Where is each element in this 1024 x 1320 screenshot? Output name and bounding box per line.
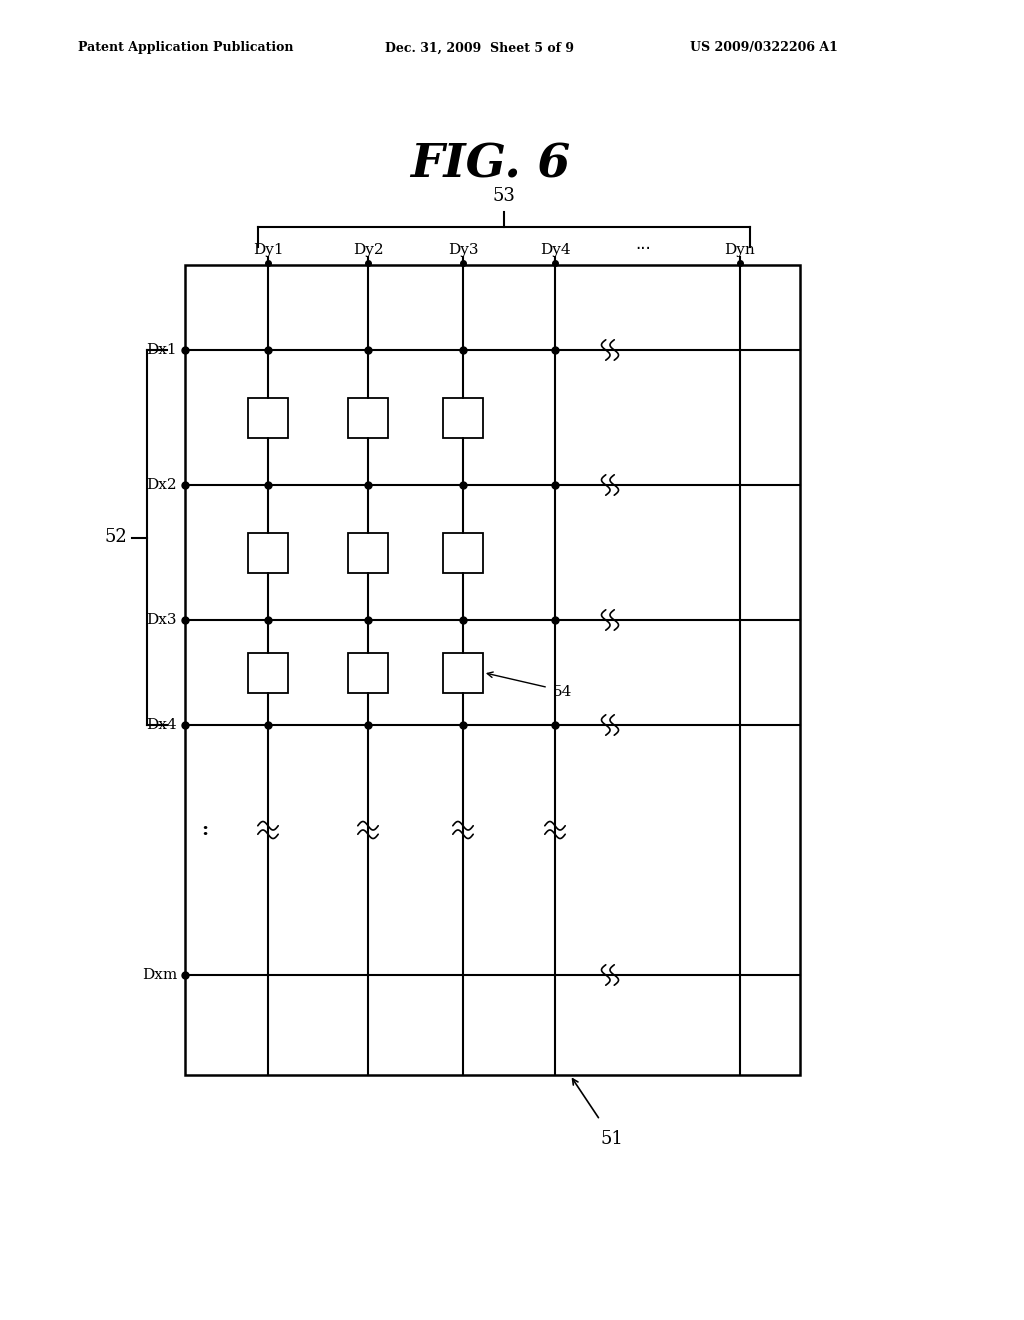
- Text: 52: 52: [104, 528, 127, 546]
- Bar: [443, 397, 483, 437]
- Bar: [348, 532, 388, 573]
- Bar: [443, 532, 483, 573]
- Bar: [248, 532, 288, 573]
- Text: 53: 53: [493, 187, 515, 205]
- Text: Dx2: Dx2: [146, 478, 177, 492]
- Text: Dy2: Dy2: [352, 243, 383, 257]
- Text: 54: 54: [553, 685, 572, 700]
- Text: :: :: [202, 821, 209, 840]
- Text: Dy1: Dy1: [253, 243, 284, 257]
- Text: Dec. 31, 2009  Sheet 5 of 9: Dec. 31, 2009 Sheet 5 of 9: [385, 41, 574, 54]
- Text: Dxm: Dxm: [141, 968, 177, 982]
- Bar: [443, 652, 483, 693]
- Text: Dy3: Dy3: [447, 243, 478, 257]
- Text: FIG. 6: FIG. 6: [410, 143, 570, 187]
- Bar: [248, 652, 288, 693]
- Text: ...: ...: [635, 235, 651, 253]
- Text: US 2009/0322206 A1: US 2009/0322206 A1: [690, 41, 838, 54]
- Text: Dy4: Dy4: [540, 243, 570, 257]
- Text: Dyn: Dyn: [725, 243, 756, 257]
- Bar: [348, 652, 388, 693]
- Text: Dx3: Dx3: [146, 612, 177, 627]
- Text: Dx1: Dx1: [146, 343, 177, 356]
- Bar: [248, 397, 288, 437]
- Text: Patent Application Publication: Patent Application Publication: [78, 41, 294, 54]
- Text: Dx4: Dx4: [146, 718, 177, 733]
- Bar: [185, 265, 800, 1074]
- Bar: [348, 397, 388, 437]
- Text: 51: 51: [600, 1130, 624, 1148]
